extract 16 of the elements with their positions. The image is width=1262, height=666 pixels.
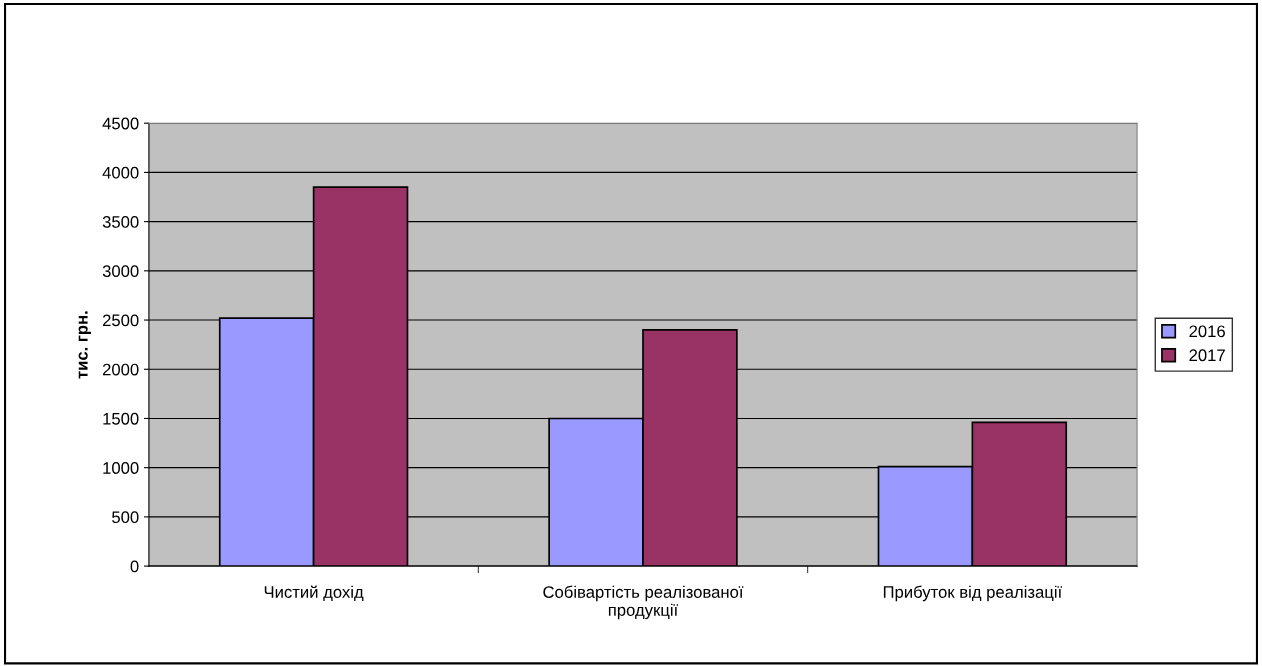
x-tick-label: Чистий дохід	[264, 585, 364, 602]
x-tick-label: Собівартість реалізованої продукції	[543, 585, 744, 620]
y-tick-label: 4000	[102, 166, 139, 179]
y-tick-label: 0	[130, 560, 139, 573]
legend-label: 2016	[1189, 325, 1225, 338]
y-tick-label: 500	[112, 511, 139, 524]
y-tick-label: 2000	[102, 363, 139, 376]
x-tick-label: Прибуток від реалізації	[883, 585, 1063, 602]
y-axis-title: тис. грн.	[78, 311, 92, 379]
legend-label: 2017	[1189, 349, 1225, 362]
y-tick-label: 1000	[103, 462, 139, 474]
y-tick-label: 3500	[102, 216, 139, 228]
y-tick-label: 2500	[102, 314, 139, 327]
y-tick-label: 3000	[102, 265, 139, 278]
y-tick-label: 1500	[103, 412, 139, 425]
y-tick-label: 4500	[102, 117, 139, 130]
